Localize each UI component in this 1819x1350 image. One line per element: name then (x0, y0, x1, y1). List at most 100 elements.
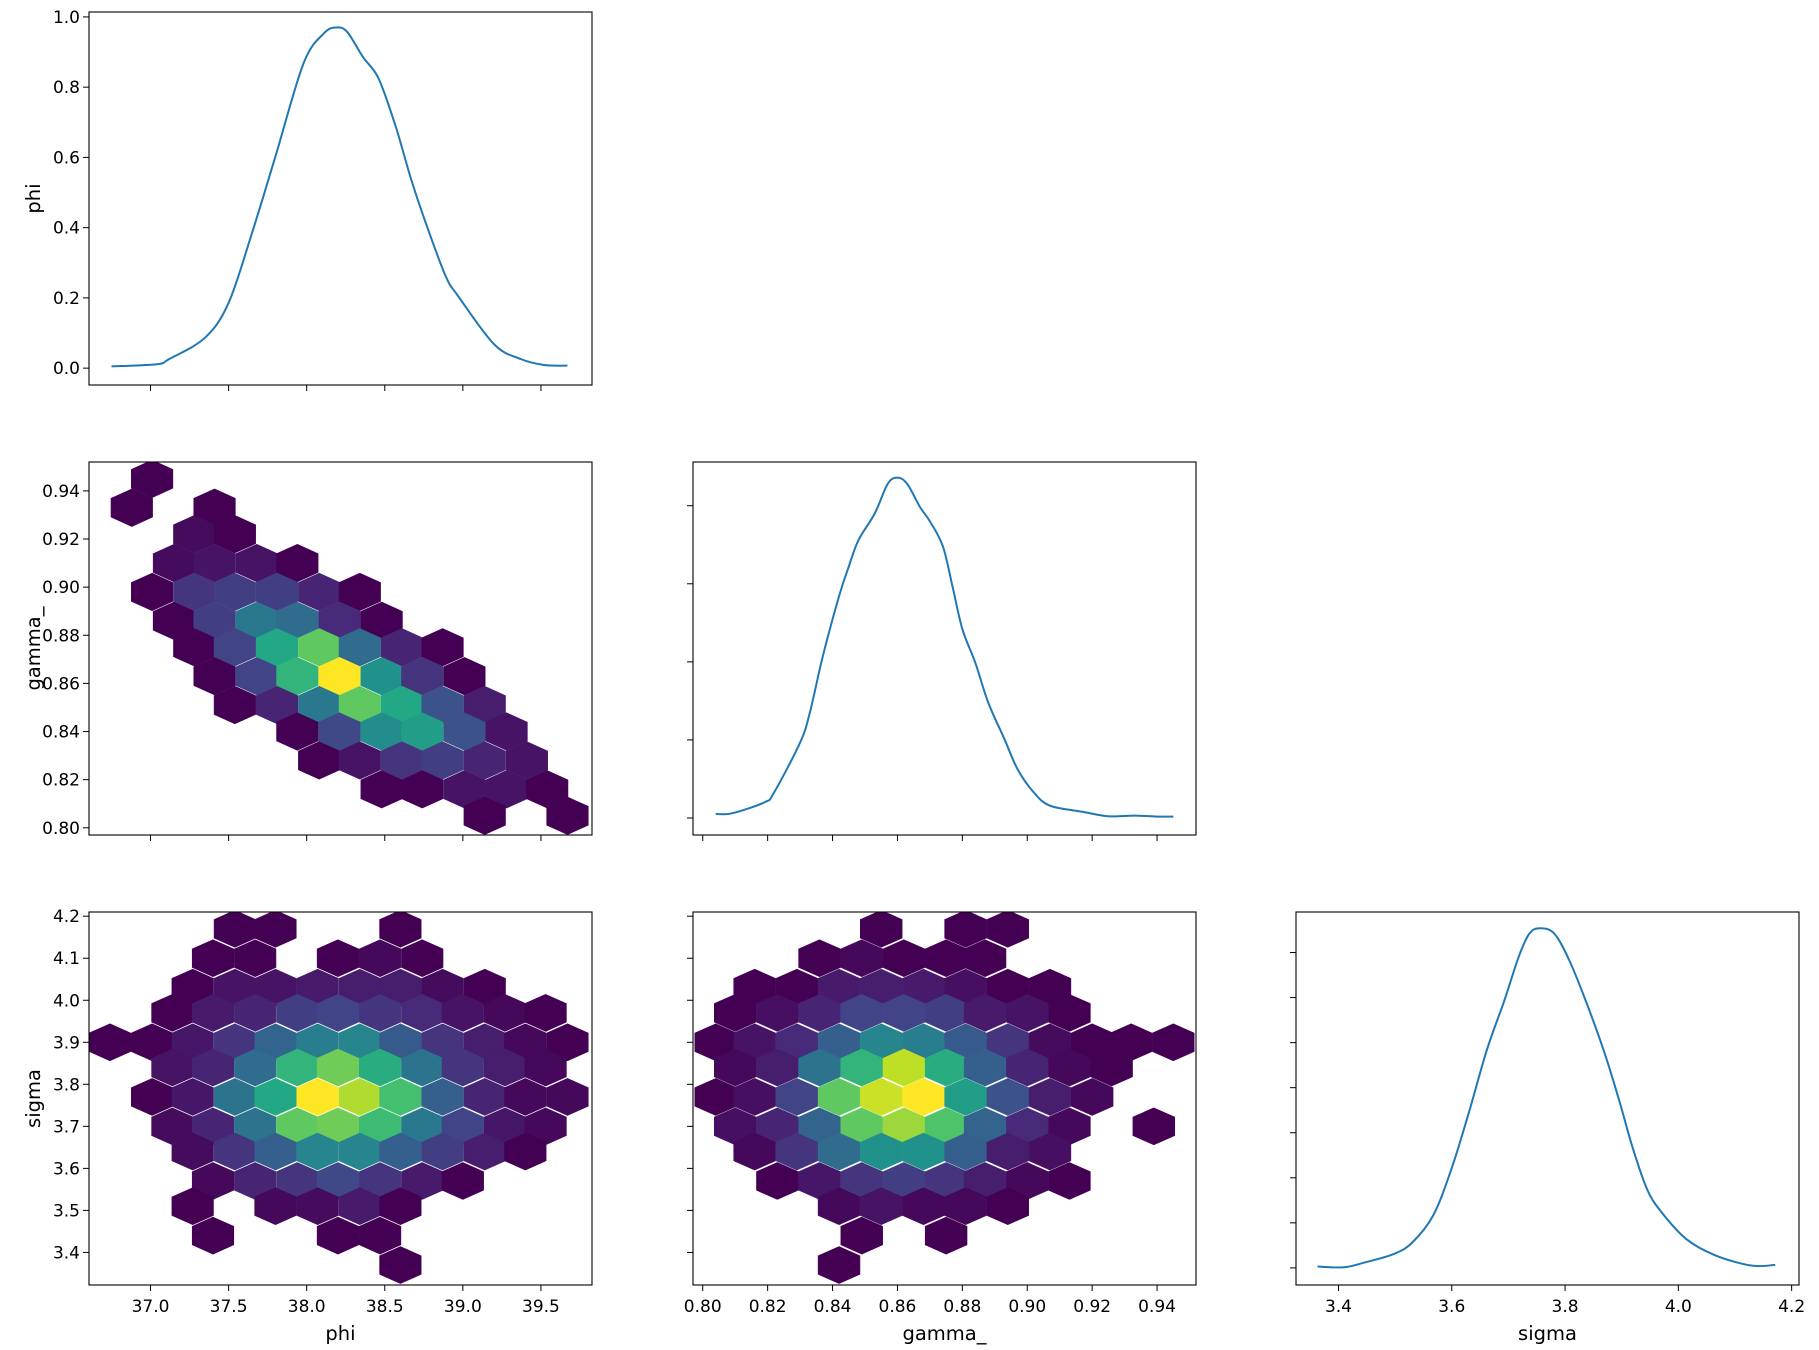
hexbin-cell (840, 1048, 883, 1087)
hexbin-cell (338, 572, 381, 612)
kde-line (715, 476, 1174, 818)
x-axis-label: gamma_ (902, 1322, 986, 1345)
x-tick-label: 0.84 (814, 1297, 852, 1317)
hexbin-cell (546, 1023, 589, 1062)
hexbin-cell (193, 657, 236, 696)
hexbin-cell (505, 741, 548, 780)
x-tick-label: 0.86 (879, 1297, 917, 1317)
axes-frame (1295, 911, 1800, 1286)
hexbin-cell (963, 1048, 1007, 1087)
hexbin-cell (316, 994, 359, 1032)
hexbin-cell (296, 1078, 339, 1116)
x-tick-label: 3.4 (1325, 1297, 1352, 1317)
panel-r3-c2: 0.80 0.82 0.84 0.86 0.88 0.90 0.92 0.94 gamma_ (684, 911, 1197, 1345)
hexbin-cell (213, 685, 256, 725)
hexbin-cell (110, 488, 153, 527)
hexbin-cell (882, 939, 926, 978)
hexbin-cell (798, 1048, 841, 1087)
hexbin-cell (713, 1048, 757, 1087)
hexbin-cell (359, 994, 402, 1032)
hexbin-cell (1006, 994, 1049, 1032)
hexbin-cell (316, 1048, 359, 1087)
hexbin-cell (1048, 994, 1091, 1032)
y-tick-label: 0.86 (42, 674, 80, 694)
hexbin-cell (191, 1216, 235, 1255)
hexbin-cell (255, 628, 299, 667)
panel-r3-c3: 3.4 3.6 3.8 4.0 4.2 sigma (1290, 911, 1805, 1345)
panel-r2-c2 (687, 461, 1197, 841)
hexbin-cell (944, 1132, 987, 1171)
x-tick-label: 0.88 (943, 1297, 981, 1317)
hexbin-cell (421, 1078, 464, 1116)
x-tick-label: 0.80 (684, 1297, 722, 1317)
hexbin-cell (254, 1078, 297, 1116)
plot-area (715, 476, 1174, 818)
hexbin-cell (234, 939, 277, 978)
y-tick-label: 0.92 (42, 530, 80, 550)
hexbin-cell (213, 515, 256, 554)
kde-line (111, 26, 568, 368)
hexbin-cell (421, 741, 464, 780)
hexbin-cell (944, 912, 987, 948)
hexbin-cell (318, 657, 361, 696)
hexbin-cell (213, 572, 256, 612)
hexbin-cell (379, 1132, 422, 1171)
hexbin-cell (359, 1216, 402, 1255)
hexbin-cell (171, 1078, 214, 1116)
hexbin-cell (1070, 1078, 1114, 1116)
hexbin-cell (401, 770, 444, 809)
axes-frame (88, 461, 593, 836)
panel-r1-c1: 0.0 0.2 0.4 0.6 0.8 1.0 phi (22, 8, 593, 391)
y-tick-label: 0.2 (53, 289, 80, 309)
x-tick-label: 3.8 (1552, 1297, 1579, 1317)
hexbin-cell (817, 1132, 861, 1171)
y-tick-label: 0.8 (53, 78, 80, 98)
hexbin-cell (316, 1216, 359, 1255)
hexbin-cell (359, 1048, 402, 1087)
hexbin-cell (296, 1187, 339, 1226)
y-tick-label: 4.0 (53, 991, 80, 1011)
hexbin-cell (986, 912, 1029, 948)
x-tick-label: 39.5 (522, 1297, 560, 1317)
hexbin-cell (1132, 1107, 1176, 1146)
x-tick-label: 0.94 (1138, 1297, 1176, 1317)
y-tick-label: 0.94 (42, 482, 80, 502)
hexbin-cell (944, 1187, 987, 1226)
hexbin-cell (882, 994, 926, 1032)
hexbin-cell (1006, 1048, 1049, 1087)
hexbin-cell (171, 1187, 214, 1226)
hexbin-cell (379, 1187, 422, 1226)
hexbin-cell (817, 1246, 861, 1284)
hexbin-cell (798, 994, 841, 1032)
hexbin-cell (733, 1132, 776, 1171)
hexbin-cell (860, 1078, 903, 1116)
hexbin-cell (986, 1187, 1029, 1226)
plot-area (110, 462, 589, 835)
y-tick-label: 3.4 (53, 1243, 80, 1263)
hexbin-cell (131, 1078, 174, 1116)
axes-frame (88, 911, 593, 1286)
hexbin-cell (191, 939, 235, 978)
hexbin-cell (860, 1187, 903, 1226)
y-axis-label: gamma_ (22, 606, 45, 690)
y-tick-label: 3.8 (53, 1075, 80, 1095)
hexbin-cell (443, 657, 486, 696)
hexbin-cell (775, 1078, 819, 1116)
hexbin-cell (296, 1132, 339, 1171)
axes-frame (692, 461, 1197, 836)
hexbin-cell (463, 741, 506, 780)
hexbin-cell (1048, 1048, 1091, 1087)
hexbin-cell (131, 572, 174, 612)
hexbin-cell (276, 543, 319, 583)
x-tick-label: 37.0 (132, 1297, 170, 1317)
hexbin-cell (524, 994, 567, 1032)
hexbin-cell (254, 1187, 297, 1226)
x-tick-label: 39.0 (444, 1297, 482, 1317)
hexbin-cell (756, 1162, 799, 1200)
hexbin-cell (213, 628, 256, 667)
y-tick-label: 3.6 (53, 1159, 80, 1179)
hexbin-cell (1090, 1048, 1133, 1087)
hexbin-cell (171, 1132, 214, 1171)
hexbin-cell (944, 1078, 987, 1116)
hexbin-cell (1028, 1078, 1072, 1116)
